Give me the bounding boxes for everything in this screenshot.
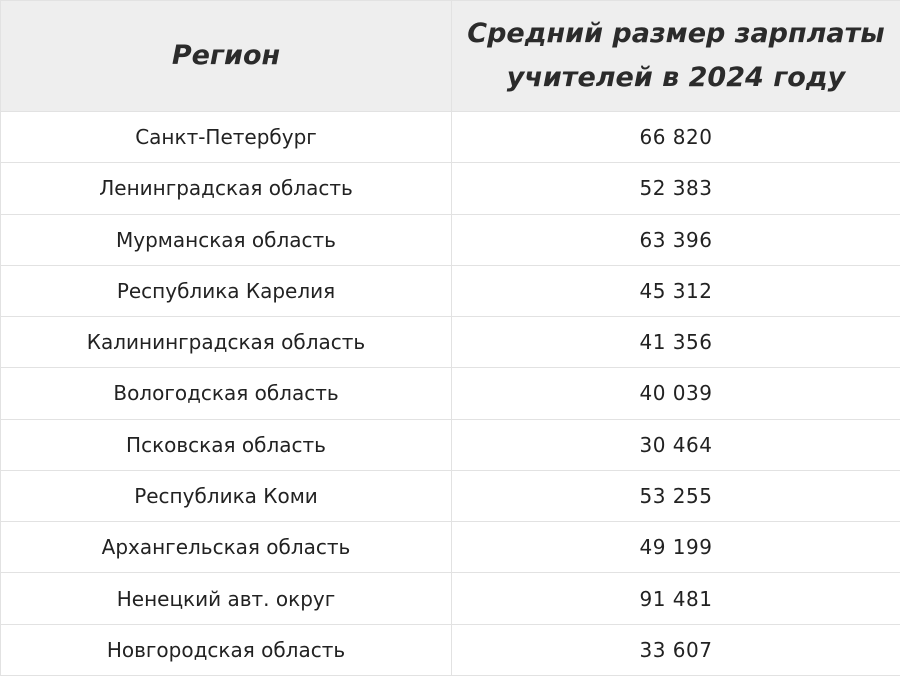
salary-cell: 41 356 [451,316,900,369]
region-cell: Вологодская область [0,367,452,420]
table-row: Архангельская область 49 199 [0,521,900,574]
salary-cell: 45 312 [451,264,900,318]
table-row: Вологодская область 40 039 [0,367,900,420]
region-cell: Псковская область [0,418,452,471]
table-header: Регион Средний размер зарплаты учителей … [0,0,900,112]
table-row: Республика Коми 53 255 [0,469,900,523]
salary-cell: 66 820 [451,110,900,164]
table-row: Санкт-Петербург 66 820 [0,110,900,164]
table-row: Ленинградская область 52 383 [0,162,900,215]
table-row: Калининградская область 41 356 [0,316,900,369]
table-body: Санкт-Петербург 66 820 Ленинградская обл… [0,110,900,676]
region-cell: Санкт-Петербург [0,110,452,164]
region-cell: Ненецкий авт. округ [0,572,452,625]
salary-cell: 63 396 [451,213,900,266]
salary-cell: 53 255 [451,469,900,523]
column-header-region: Регион [0,0,452,112]
salary-cell: 33 607 [451,623,900,676]
region-cell: Архангельская область [0,521,452,574]
column-header-salary: Средний размер зарплаты учителей в 2024 … [451,0,900,112]
region-cell: Республика Карелия [0,264,452,318]
salary-cell: 30 464 [451,418,900,471]
region-cell: Республика Коми [0,469,452,523]
region-cell: Калининградская область [0,316,452,369]
table-row: Мурманская область 63 396 [0,213,900,266]
salary-cell: 49 199 [451,521,900,574]
salary-cell: 91 481 [451,572,900,625]
header-row: Регион Средний размер зарплаты учителей … [0,0,900,112]
region-cell: Мурманская область [0,213,452,266]
table-row: Республика Карелия 45 312 [0,264,900,318]
table-row: Псковская область 30 464 [0,418,900,471]
table-row: Новгородская область 33 607 [0,623,900,676]
salary-cell: 52 383 [451,162,900,215]
table-row: Ненецкий авт. округ 91 481 [0,572,900,625]
region-cell: Ленинградская область [0,162,452,215]
region-cell: Новгородская область [0,623,452,676]
salary-cell: 40 039 [451,367,900,420]
